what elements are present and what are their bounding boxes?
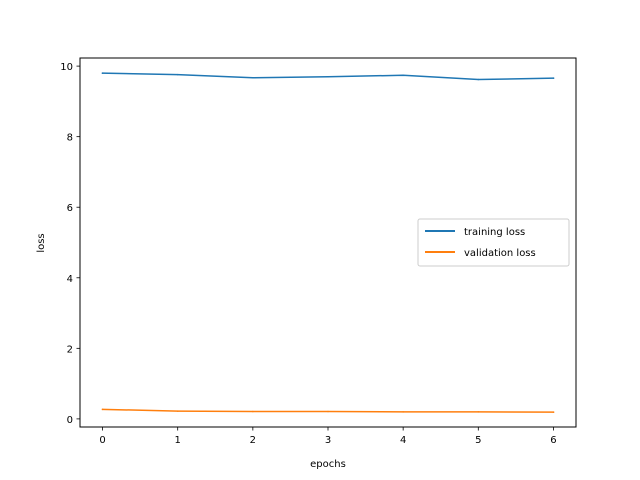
data-point-validation-loss-3 bbox=[327, 410, 329, 413]
y-axis-label: loss bbox=[36, 233, 47, 252]
data-point-training-loss-2 bbox=[252, 77, 254, 79]
data-point-validation-loss-5 bbox=[477, 411, 480, 413]
data-point-validation-loss-2 bbox=[252, 410, 254, 413]
x-tick-label: 3 bbox=[325, 435, 331, 446]
y-tick-label: 2 bbox=[67, 344, 73, 355]
x-tick-label: 2 bbox=[250, 435, 256, 446]
data-point-validation-loss-1 bbox=[176, 410, 179, 412]
data-point-training-loss-1 bbox=[176, 73, 179, 76]
data-point-validation-loss-0 bbox=[101, 408, 104, 411]
data-point-training-loss-6 bbox=[552, 77, 555, 79]
y-tick-label: 4 bbox=[67, 274, 73, 285]
legend-label-validation-loss: validation loss bbox=[464, 248, 536, 259]
legend: training loss validation loss bbox=[417, 218, 570, 267]
data-point-training-loss-0 bbox=[101, 72, 104, 74]
series-lines bbox=[101, 72, 555, 413]
data-point-training-loss-5 bbox=[477, 78, 480, 81]
x-axis-ticks: 0 1 2 3 4 5 6 bbox=[99, 427, 557, 446]
x-tick-label: 6 bbox=[550, 435, 556, 446]
data-point-training-loss-4 bbox=[402, 74, 404, 77]
y-tick-label: 6 bbox=[67, 203, 73, 214]
y-tick-label: 10 bbox=[60, 62, 73, 73]
data-point-validation-loss-6 bbox=[552, 411, 555, 413]
data-point-validation-loss-4 bbox=[402, 411, 404, 413]
x-tick-label: 1 bbox=[175, 435, 181, 446]
y-axis-ticks: 0 2 4 6 8 10 bbox=[60, 62, 80, 426]
data-point-training-loss-3 bbox=[327, 75, 329, 78]
legend-box bbox=[417, 218, 570, 267]
legend-label-training-loss: training loss bbox=[464, 227, 525, 238]
y-tick-label: 0 bbox=[67, 415, 73, 426]
x-axis-label: epochs bbox=[310, 459, 346, 470]
y-tick-label: 8 bbox=[67, 133, 73, 144]
x-tick-label: 0 bbox=[99, 435, 105, 446]
x-tick-label: 5 bbox=[475, 435, 481, 446]
x-tick-label: 4 bbox=[400, 435, 406, 446]
